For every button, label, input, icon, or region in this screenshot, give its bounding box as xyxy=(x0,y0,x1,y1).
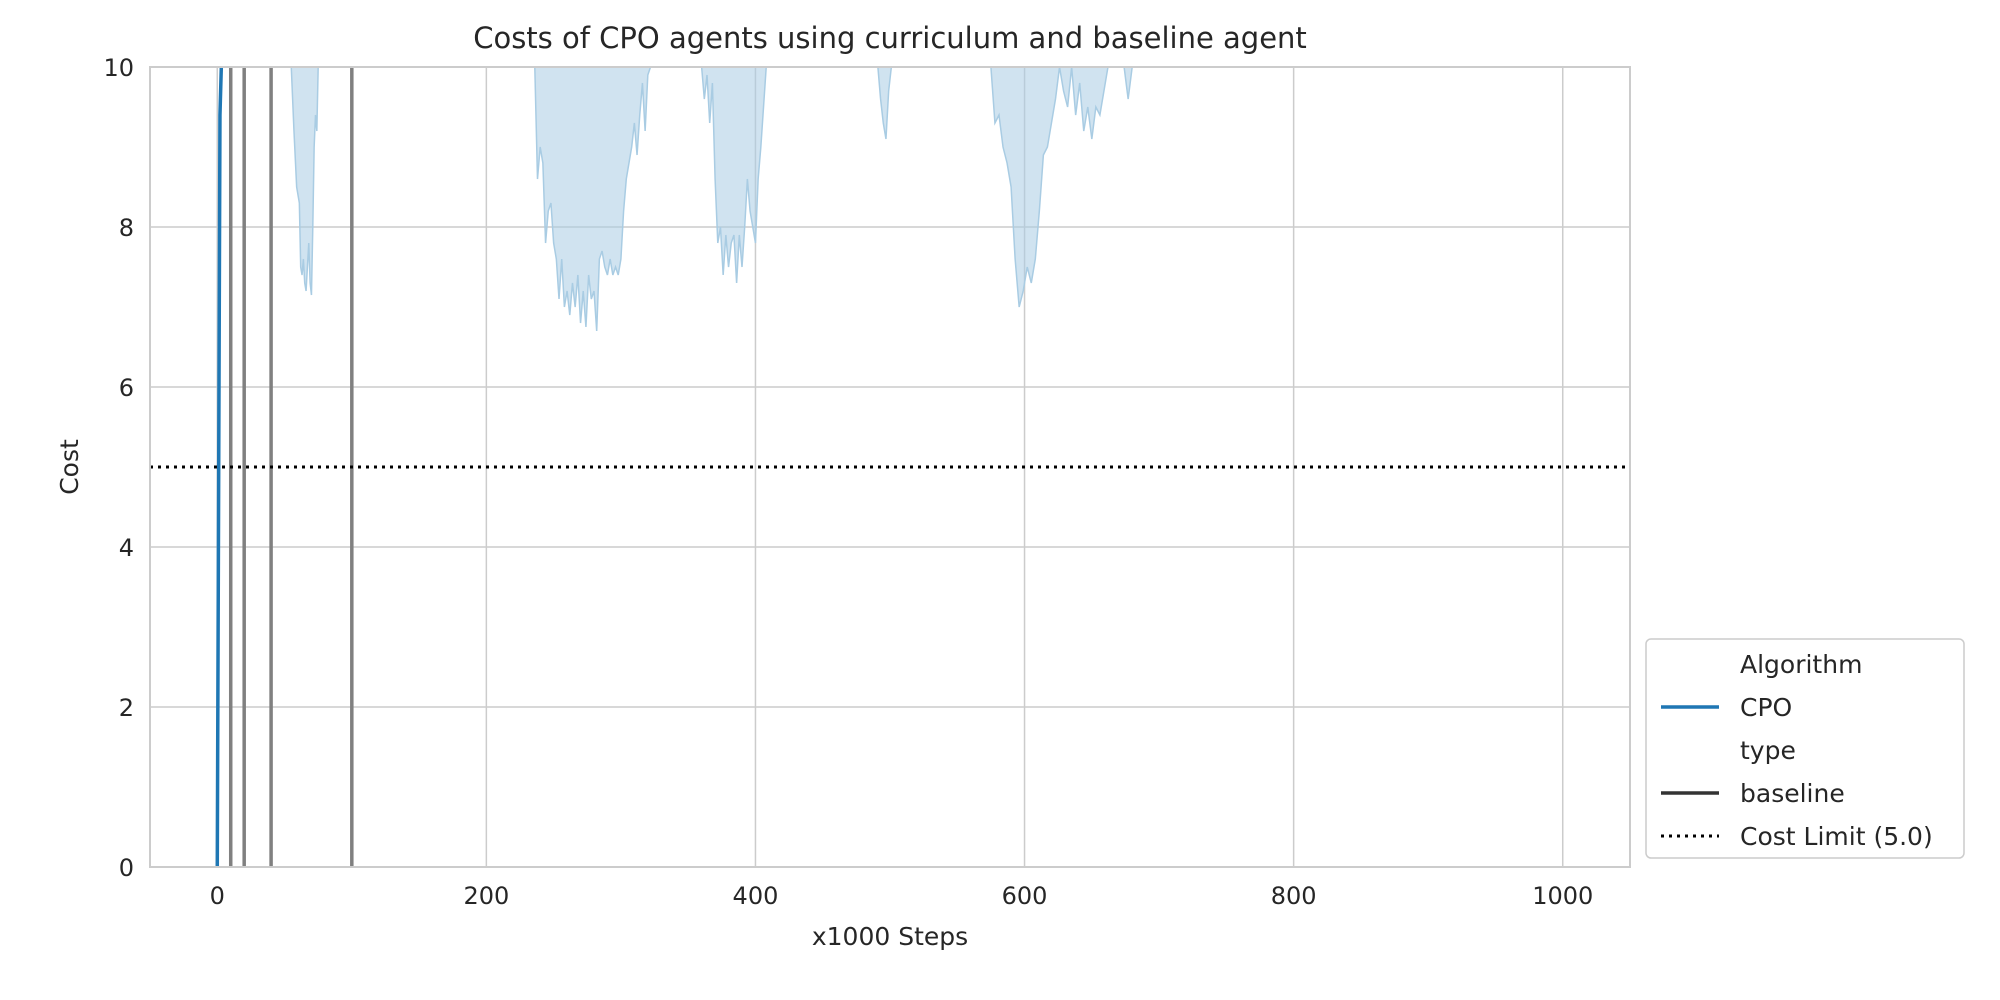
y-tick-label: 8 xyxy=(119,214,134,242)
cpo-band-region xyxy=(700,67,767,284)
y-tick-label: 10 xyxy=(103,54,134,82)
y-axis-label: Cost xyxy=(55,439,84,495)
legend-header: Algorithm xyxy=(1740,650,1862,679)
chart-title: Costs of CPO agents using curriculum and… xyxy=(473,21,1307,55)
series-lines xyxy=(150,67,1630,867)
x-tick-label: 0 xyxy=(210,882,225,910)
legend: Algorithm CPO type baseline Cost Limit (5.0) xyxy=(1645,638,1965,859)
cpo-mean-line xyxy=(215,67,224,867)
x-tick-label: 600 xyxy=(1002,882,1048,910)
plot-border xyxy=(149,66,1631,868)
x-tick-label: 1000 xyxy=(1532,882,1593,910)
y-tick-label: 6 xyxy=(119,374,134,402)
cpo-band-region xyxy=(534,67,652,332)
cpo-band-region xyxy=(290,67,319,296)
cpo-band-region xyxy=(877,67,893,140)
legend-entry-label: baseline xyxy=(1740,779,1845,808)
cpo-confidence-band xyxy=(290,67,1133,332)
cpo-band-region xyxy=(990,67,1133,308)
x-tick-label: 400 xyxy=(733,882,779,910)
legend-entry-label: Cost Limit (5.0) xyxy=(1740,822,1933,851)
legend-header: type xyxy=(1740,736,1796,765)
legend-entry-label: CPO xyxy=(1740,693,1792,722)
x-tick-label: 800 xyxy=(1271,882,1317,910)
y-tick-label: 0 xyxy=(119,854,134,882)
legend-frame xyxy=(1645,638,1965,859)
y-tick-label: 2 xyxy=(119,694,134,722)
x-axis-label: x1000 Steps xyxy=(812,922,968,951)
tick-labels: 0 200 400 600 800 1000 0 2 4 6 8 10 xyxy=(103,54,1593,910)
plot-frame xyxy=(149,66,1631,868)
y-tick-label: 4 xyxy=(119,534,134,562)
x-tick-label: 200 xyxy=(463,882,509,910)
